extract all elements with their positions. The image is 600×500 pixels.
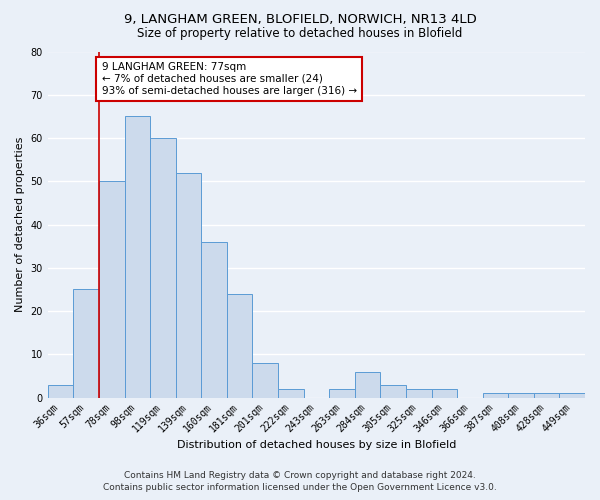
Bar bbox=[380, 384, 406, 398]
Bar bbox=[482, 394, 508, 398]
Bar bbox=[48, 384, 73, 398]
Text: Contains HM Land Registry data © Crown copyright and database right 2024.
Contai: Contains HM Land Registry data © Crown c… bbox=[103, 471, 497, 492]
Bar bbox=[406, 389, 431, 398]
Bar bbox=[534, 394, 559, 398]
Bar bbox=[125, 116, 150, 398]
Bar bbox=[227, 294, 253, 398]
Bar bbox=[253, 363, 278, 398]
Text: 9, LANGHAM GREEN, BLOFIELD, NORWICH, NR13 4LD: 9, LANGHAM GREEN, BLOFIELD, NORWICH, NR1… bbox=[124, 12, 476, 26]
Bar bbox=[355, 372, 380, 398]
Text: Size of property relative to detached houses in Blofield: Size of property relative to detached ho… bbox=[137, 28, 463, 40]
Bar bbox=[150, 138, 176, 398]
Bar bbox=[176, 172, 201, 398]
Bar bbox=[201, 242, 227, 398]
Y-axis label: Number of detached properties: Number of detached properties bbox=[15, 137, 25, 312]
Bar bbox=[99, 182, 125, 398]
Bar bbox=[559, 394, 585, 398]
Bar bbox=[73, 290, 99, 398]
Bar bbox=[431, 389, 457, 398]
Bar bbox=[278, 389, 304, 398]
Text: 9 LANGHAM GREEN: 77sqm
← 7% of detached houses are smaller (24)
93% of semi-deta: 9 LANGHAM GREEN: 77sqm ← 7% of detached … bbox=[101, 62, 356, 96]
Bar bbox=[329, 389, 355, 398]
Bar bbox=[508, 394, 534, 398]
X-axis label: Distribution of detached houses by size in Blofield: Distribution of detached houses by size … bbox=[177, 440, 456, 450]
